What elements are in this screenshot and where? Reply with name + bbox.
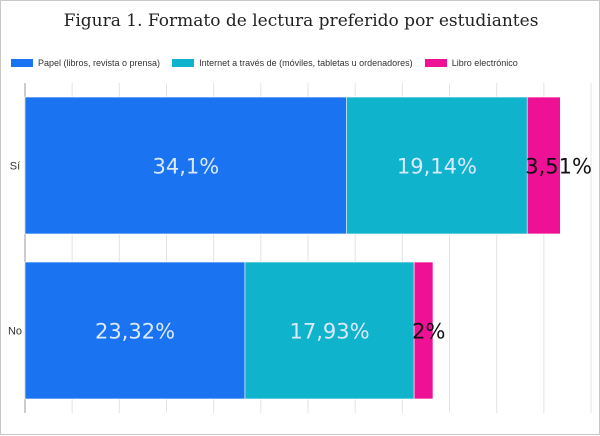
chart-title: Figura 1. Formato de lectura preferido p…: [63, 11, 539, 31]
data-label-2-1: 2%: [412, 320, 445, 344]
bar-2-1: [413, 261, 434, 400]
category-label-0: Sí: [10, 161, 20, 173]
legend-swatch-internet: [172, 59, 195, 67]
data-label-2-0: 3,51%: [525, 155, 592, 179]
data-label-0-1: 23,32%: [95, 320, 175, 344]
legend-item-internet[interactable]: Internet a través de (móviles, tabletas …: [172, 58, 413, 68]
legend: Papel (libros, revista o prensa) Interne…: [11, 55, 530, 71]
bar-0-0: [24, 96, 347, 235]
legend-label-internet: Internet a través de (móviles, tabletas …: [199, 58, 413, 68]
category-label-1: No: [8, 326, 22, 338]
bar-1-1: [244, 261, 415, 400]
legend-label-libro: Libro electrónico: [451, 58, 518, 68]
bar-0-1: [24, 261, 246, 400]
legend-item-libro[interactable]: Libro electrónico: [424, 58, 518, 68]
legend-swatch-libro: [424, 59, 447, 67]
legend-item-papel[interactable]: Papel (libros, revista o prensa): [11, 58, 160, 68]
data-label-1-1: 17,93%: [290, 320, 370, 344]
data-label-0-0: 34,1%: [152, 155, 219, 179]
legend-swatch-papel: [11, 59, 33, 67]
legend-label-papel: Papel (libros, revista o prensa): [38, 58, 161, 68]
data-label-1-0: 19,14%: [397, 155, 477, 179]
bar-2-0: [526, 96, 561, 235]
